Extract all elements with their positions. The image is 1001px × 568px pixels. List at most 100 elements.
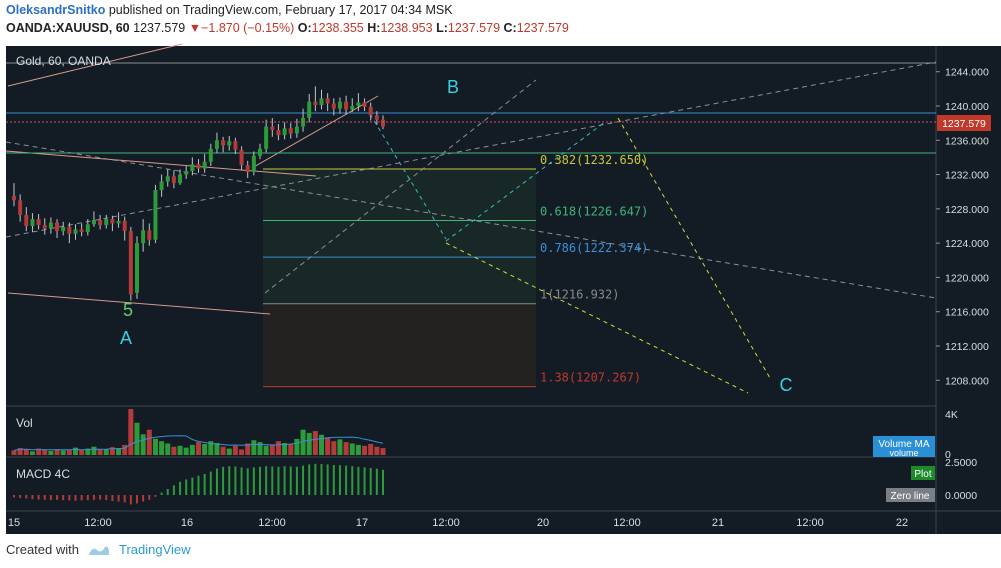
candle-body[interactable]	[362, 102, 367, 107]
volume-pane[interactable]: Vol 4K 0 volume Volume MA	[11, 409, 958, 461]
volume-ma-tag-label: Volume MA	[878, 439, 929, 450]
fibonacci-retracement[interactable]: 0.382(1232.650) 0.618(1226.647) 0.786(1222…	[263, 153, 648, 388]
candle-body[interactable]	[196, 164, 201, 169]
volume-bar	[288, 443, 294, 455]
candle-body[interactable]	[128, 231, 133, 295]
tradingview-brand-link[interactable]: TradingView	[118, 542, 191, 557]
candle-body[interactable]	[91, 220, 96, 225]
candle-body[interactable]	[258, 148, 262, 156]
candle-body[interactable]	[227, 141, 232, 146]
candle-body[interactable]	[85, 224, 90, 232]
author-link[interactable]: OleksandrSnitko	[6, 3, 106, 17]
volume-bar	[380, 448, 386, 455]
channel-line-upper-left[interactable]	[7, 43, 183, 87]
high-label: H:	[367, 21, 381, 35]
candle-body[interactable]	[208, 148, 213, 162]
candle-body[interactable]	[98, 220, 103, 226]
candle-body[interactable]	[153, 190, 158, 240]
candle-body[interactable]	[337, 101, 342, 109]
candle-body[interactable]	[325, 98, 330, 104]
candle-body[interactable]	[264, 126, 269, 149]
candle-body[interactable]	[319, 98, 324, 106]
candle-body[interactable]	[147, 230, 152, 240]
volume-bar	[226, 448, 232, 455]
candle-body[interactable]	[202, 161, 207, 169]
candle-body[interactable]	[288, 128, 293, 134]
candle-body[interactable]	[12, 196, 16, 201]
candle-body[interactable]	[276, 130, 281, 136]
candle-body[interactable]	[368, 106, 373, 116]
candle-body[interactable]	[221, 140, 226, 146]
candle-body[interactable]	[270, 126, 275, 130]
candle-body[interactable]	[214, 140, 219, 149]
candle-body[interactable]	[61, 226, 66, 232]
candle-body[interactable]	[356, 102, 361, 106]
candle-body[interactable]	[184, 171, 189, 175]
candle-body[interactable]	[135, 243, 139, 293]
candle-body[interactable]	[42, 225, 47, 229]
candle-body[interactable]	[350, 106, 355, 110]
candle-body[interactable]	[67, 226, 72, 234]
candle-body[interactable]	[122, 220, 127, 232]
candle-body[interactable]	[282, 128, 287, 136]
candle-body[interactable]	[79, 229, 84, 232]
candle-body[interactable]	[233, 141, 238, 150]
candle-body[interactable]	[239, 149, 244, 166]
candle-body[interactable]	[165, 176, 170, 182]
candle-body[interactable]	[251, 155, 256, 172]
projection-b-down[interactable]	[369, 113, 447, 240]
candle-body[interactable]	[116, 220, 121, 224]
wave-b-trendline[interactable]	[251, 95, 379, 169]
volume-bar	[97, 449, 103, 455]
projection-to-c-2[interactable]	[617, 117, 771, 379]
projection-to-c-1[interactable]	[445, 242, 749, 394]
candle-body[interactable]	[141, 230, 146, 244]
candle-body[interactable]	[24, 214, 29, 226]
macd-pane[interactable]: MACD 4C 2.5000 0.0000 Plot Zero line	[13, 457, 977, 505]
time-tick-label: 12:00	[84, 517, 112, 529]
candle-body[interactable]	[159, 181, 164, 190]
candle-body[interactable]	[73, 229, 78, 234]
candle-body[interactable]	[245, 165, 250, 172]
candle-body[interactable]	[18, 200, 23, 215]
volume-bar	[189, 444, 195, 455]
candle-body[interactable]	[313, 101, 318, 106]
candle-body[interactable]	[307, 101, 312, 118]
volume-bar	[79, 449, 85, 455]
candle-body[interactable]	[36, 219, 41, 226]
wave-label: A	[120, 328, 132, 348]
candle-body[interactable]	[190, 164, 195, 172]
channel-line-lower-left[interactable]	[7, 292, 271, 315]
candle-body[interactable]	[30, 219, 35, 226]
volume-bar	[128, 409, 134, 455]
candle-body[interactable]	[178, 174, 183, 184]
candle-body[interactable]	[110, 219, 115, 224]
projection-up[interactable]	[445, 121, 606, 242]
candle-body[interactable]	[374, 115, 379, 120]
price-axis[interactable]: 1244.000 1240.000 1236.000 1232.000 1228.000…	[936, 67, 989, 388]
candle-body[interactable]	[344, 101, 349, 110]
dashed-trend-up[interactable]	[5, 61, 937, 238]
candle-body[interactable]	[48, 222, 53, 229]
candle-body[interactable]	[171, 176, 176, 184]
chart-area[interactable]: 0.382(1232.650) 0.618(1226.647) 0.786(1222…	[0, 38, 1001, 568]
volume-bar	[349, 443, 355, 455]
wave-label: C	[780, 375, 793, 395]
candle-body[interactable]	[331, 103, 336, 109]
candle-body[interactable]	[104, 219, 109, 226]
trendlines[interactable]	[5, 43, 937, 394]
candle-body[interactable]	[55, 222, 60, 232]
channel-line-mid-left[interactable]	[5, 150, 317, 177]
volume-bar	[152, 438, 158, 455]
volume-bar	[343, 442, 349, 455]
dashed-trend-down[interactable]	[5, 141, 937, 299]
dashed-fan-line[interactable]	[264, 79, 537, 294]
volume-bar	[232, 445, 238, 455]
volume-bar	[17, 448, 23, 455]
macd-axis-zero: 0.0000	[945, 490, 977, 502]
low-value: 1237.579	[447, 21, 501, 35]
candle-body[interactable]	[381, 119, 385, 127]
fib-level-label: 0.618(1226.647)	[540, 204, 648, 218]
candle-body[interactable]	[294, 126, 299, 134]
time-axis[interactable]: 15 12:00 16 12:00 17 12:00 20 12:00 21 12:00 22	[8, 517, 908, 529]
